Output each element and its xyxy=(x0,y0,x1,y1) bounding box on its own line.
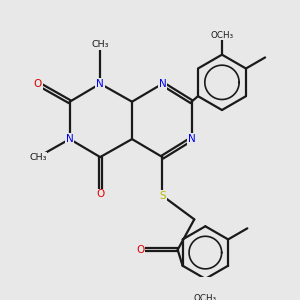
Text: CH₃: CH₃ xyxy=(92,40,109,50)
Text: O: O xyxy=(34,79,42,89)
Text: S: S xyxy=(159,191,166,201)
Text: N: N xyxy=(66,134,74,144)
Text: N: N xyxy=(96,79,104,89)
Text: N: N xyxy=(159,79,166,89)
Text: N: N xyxy=(188,134,195,144)
Text: CH₃: CH₃ xyxy=(29,153,47,162)
Text: OCH₃: OCH₃ xyxy=(194,294,217,300)
Text: OCH₃: OCH₃ xyxy=(210,31,233,40)
Text: O: O xyxy=(96,189,104,200)
Text: O: O xyxy=(136,245,144,255)
